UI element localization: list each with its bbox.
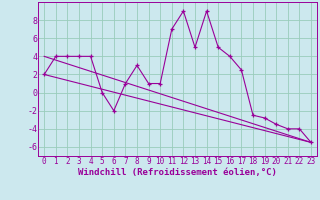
X-axis label: Windchill (Refroidissement éolien,°C): Windchill (Refroidissement éolien,°C)	[78, 168, 277, 177]
